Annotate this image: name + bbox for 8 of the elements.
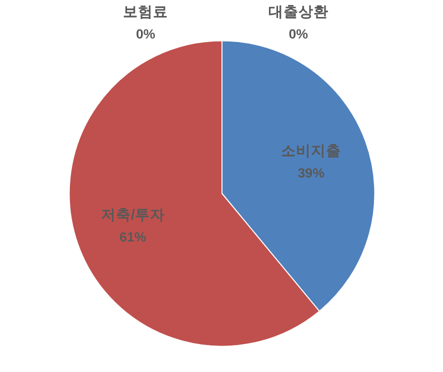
category-label: 보험료 <box>123 4 168 20</box>
text: 0% <box>136 26 156 42</box>
category-label: 대출상환 <box>268 4 328 20</box>
text: 0% <box>288 26 308 42</box>
data-label: 39% <box>298 165 325 180</box>
data-label: 61% <box>120 230 146 245</box>
slice-label: 소비지출 <box>281 143 342 160</box>
slice-label: 저축/투자 <box>100 208 165 224</box>
